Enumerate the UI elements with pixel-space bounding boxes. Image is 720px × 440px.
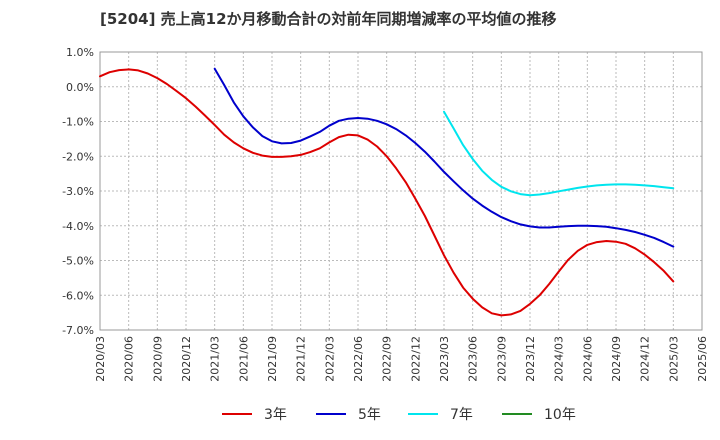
x-tick-label: 2020/09 — [151, 336, 164, 382]
x-tick-label: 2024/06 — [581, 336, 594, 382]
x-tick-label: 2024/12 — [639, 336, 652, 382]
legend-label: 3年 — [264, 407, 287, 423]
x-tick-label: 2021/03 — [209, 336, 222, 382]
x-tick-label: 2024/03 — [553, 336, 566, 382]
x-tick-label: 2020/12 — [180, 336, 193, 382]
x-axis-ticks: 2020/03 2020/06 2020/09 2020/12 2021/03 2021/… — [94, 336, 709, 382]
x-tick-label: 2023/09 — [495, 336, 508, 382]
x-tick-label: 2021/09 — [266, 336, 279, 382]
legend-label: 10年 — [544, 407, 576, 423]
legend-label: 5年 — [358, 407, 381, 423]
x-tick-label: 2023/06 — [467, 336, 480, 382]
x-tick-label: 2025/03 — [667, 336, 680, 382]
y-tick-label: -6.0% — [62, 289, 94, 302]
x-tick-label: 2024/09 — [610, 336, 623, 382]
series-line-5年 — [213, 67, 675, 248]
x-tick-label: 2021/12 — [295, 336, 308, 382]
y-tick-label: -4.0% — [62, 220, 94, 233]
x-tick-label: 2025/06 — [696, 336, 709, 382]
x-tick-label: 2022/06 — [352, 336, 365, 382]
series-line-3年 — [99, 68, 675, 317]
legend: 3年 5年 7年 10年 — [222, 407, 576, 423]
y-tick-label: -3.0% — [62, 185, 94, 198]
x-tick-label: 2022/12 — [409, 336, 422, 382]
legend-label: 7年 — [450, 407, 473, 423]
grid — [99, 51, 703, 331]
x-tick-label: 2020/03 — [94, 336, 107, 382]
y-tick-label: -1.0% — [62, 116, 94, 129]
series-lines — [99, 67, 675, 317]
x-tick-label: 2022/09 — [381, 336, 394, 382]
chart-title: [5204] 売上高12か月移動合計の対前年同期増減率の平均値の推移 — [100, 10, 557, 28]
y-tick-label: 0.0% — [66, 81, 94, 94]
y-tick-label: -7.0% — [62, 324, 94, 337]
y-tick-label: 1.0% — [66, 46, 94, 59]
y-axis-ticks: 1.0% 0.0% -1.0% -2.0% -3.0% -4.0% -5.0% -6.0% -7… — [62, 46, 94, 337]
x-tick-label: 2023/12 — [524, 336, 537, 382]
x-tick-label: 2022/03 — [323, 336, 336, 382]
series-line-7年 — [443, 110, 675, 197]
y-tick-label: -2.0% — [62, 150, 94, 163]
x-tick-label: 2020/06 — [123, 336, 136, 382]
x-tick-label: 2021/06 — [237, 336, 250, 382]
y-tick-label: -5.0% — [62, 255, 94, 268]
x-tick-label: 2023/03 — [438, 336, 451, 382]
plot-frame — [99, 51, 703, 331]
